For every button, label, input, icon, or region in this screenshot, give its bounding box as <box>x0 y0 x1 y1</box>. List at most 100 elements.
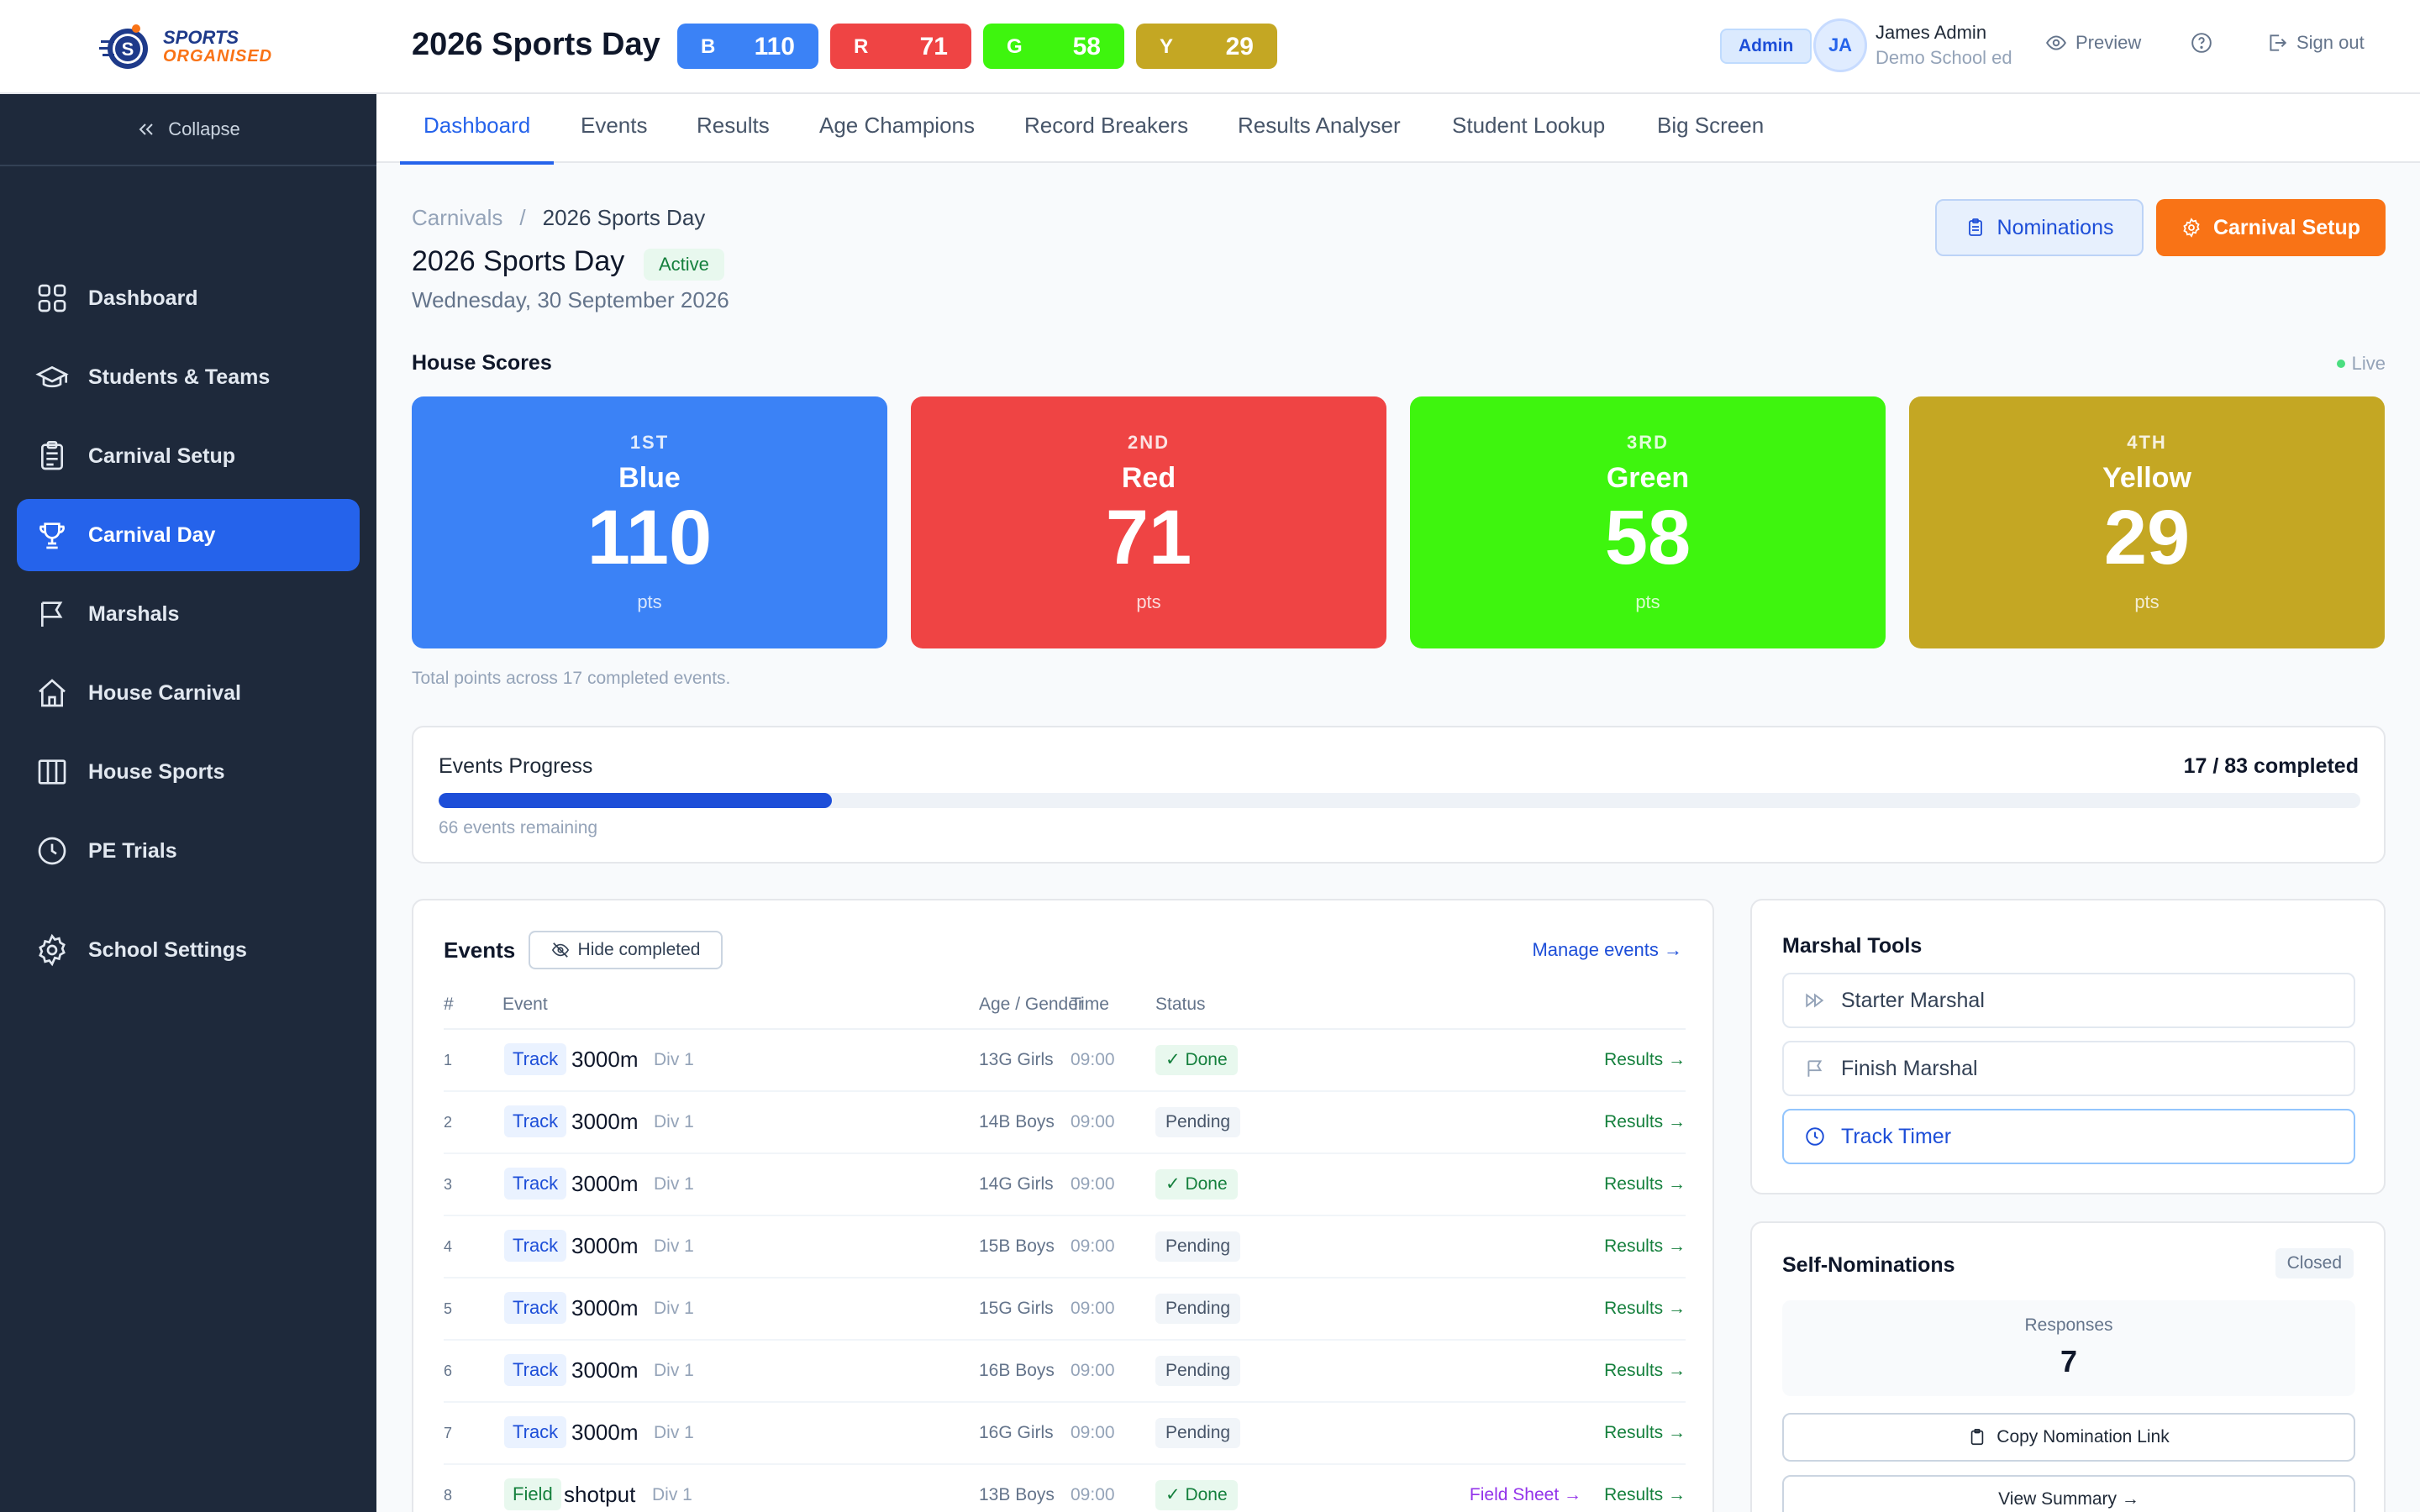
sign-out-link[interactable]: Sign out <box>2266 32 2365 54</box>
event-division: Div 1 <box>654 1299 694 1318</box>
view-summary-button[interactable]: View Summary → <box>1782 1475 2355 1512</box>
collapse-button[interactable]: Collapse <box>0 94 376 166</box>
event-age-gender: 15G Girls <box>979 1299 1054 1318</box>
score-card-blue: 1ST Blue 110 pts <box>412 396 887 648</box>
progress-count: 17 / 83 completed <box>2183 754 2359 778</box>
logo-mark-icon: S <box>99 24 148 69</box>
status-badge: Pending <box>1155 1294 1241 1324</box>
nominations-button[interactable]: Nominations <box>1935 199 2144 256</box>
tab-results-analyser[interactable]: Results Analyser <box>1238 113 1401 138</box>
starter-marshal-button[interactable]: Starter Marshal <box>1782 973 2355 1028</box>
results-link[interactable]: Results → <box>1604 1299 1686 1318</box>
sidebar-item-carnival-setup[interactable]: Carnival Setup <box>17 420 360 492</box>
track-timer-label: Track Timer <box>1841 1124 1952 1148</box>
results-link[interactable]: Results → <box>1604 1112 1686 1131</box>
results-link[interactable]: Results → <box>1604 1485 1686 1504</box>
sidebar-item-students-teams[interactable]: Students & Teams <box>17 341 360 413</box>
results-link[interactable]: Results → <box>1604 1236 1686 1256</box>
finish-marshal-button[interactable]: Finish Marshal <box>1782 1041 2355 1096</box>
sidebar-item-pe-trials[interactable]: PE Trials <box>17 815 360 887</box>
tab-big-screen[interactable]: Big Screen <box>1657 113 1765 138</box>
fast-forward-icon <box>1806 993 1824 1008</box>
event-name: 3000m <box>571 1295 639 1320</box>
hide-completed-button[interactable]: Hide completed <box>529 931 723 969</box>
results-link[interactable]: Results → <box>1604 1361 1686 1380</box>
events-progress-card: Events Progress 17 / 83 completed 66 eve… <box>412 726 2386 864</box>
tab-results[interactable]: Results <box>697 113 770 138</box>
breadcrumb: Carnivals / 2026 Sports Day <box>412 205 705 231</box>
house-pill-letter: B <box>701 35 716 58</box>
event-number: 1 <box>444 1052 453 1068</box>
progress-bar <box>439 793 2360 808</box>
results-link[interactable]: Results → <box>1604 1050 1686 1069</box>
sign-out-label: Sign out <box>2296 32 2365 53</box>
event-time: 09:00 <box>1071 1361 1115 1380</box>
event-number: 3 <box>444 1176 453 1193</box>
copy-nomination-link-button[interactable]: Copy Nomination Link <box>1782 1413 2355 1462</box>
collapse-label: Collapse <box>168 118 240 139</box>
page-date: Wednesday, 30 September 2026 <box>412 287 729 312</box>
sidebar-item-house-carnival[interactable]: House Carnival <box>17 657 360 729</box>
logo-text: SPORTS ORGANISED <box>163 29 272 66</box>
sidebar-item-label: House Sports <box>88 759 225 784</box>
help-button[interactable] <box>2191 32 2212 54</box>
score-points: 58 <box>1604 495 1691 580</box>
page-title: 2026 Sports Day <box>412 245 625 277</box>
event-time: 09:00 <box>1071 1299 1115 1318</box>
table-row: 2 Track 3000m Div 1 14B Boys 09:00 Pendi… <box>444 1092 1686 1154</box>
preview-link[interactable]: Preview <box>2045 32 2141 54</box>
carnival-setup-button[interactable]: Carnival Setup <box>2156 199 2386 256</box>
sidebar-item-marshals[interactable]: Marshals <box>17 578 360 650</box>
self-nominations-title: Self-Nominations <box>1782 1253 1955 1277</box>
breadcrumb-separator: / <box>519 205 526 230</box>
event-time: 09:00 <box>1071 1050 1115 1069</box>
col-header-event: Event <box>502 995 548 1014</box>
events-title: Events <box>444 937 516 963</box>
sidebar-item-dashboard[interactable]: Dashboard <box>17 262 360 334</box>
event-name: 3000m <box>571 1109 639 1134</box>
tab-age-champions[interactable]: Age Champions <box>819 113 975 138</box>
table-header-divider <box>444 1028 1686 1030</box>
marshal-tools-title: Marshal Tools <box>1782 934 1923 958</box>
field-sheet-link[interactable]: Field Sheet → <box>1469 1485 1581 1504</box>
avatar[interactable]: JA <box>1813 18 1867 72</box>
event-name: 3000m <box>571 1357 639 1383</box>
app-logo[interactable]: S SPORTS ORGANISED <box>99 20 276 74</box>
sidebar-item-label: School Settings <box>88 937 247 962</box>
score-rank: 3RD <box>1626 432 1669 453</box>
house-pill-value: 71 <box>919 33 948 60</box>
score-house-name: Blue <box>618 462 681 494</box>
sidebar-item-house-sports[interactable]: House Sports <box>17 736 360 808</box>
clipboard-icon <box>1971 1429 1984 1446</box>
preview-label: Preview <box>2075 32 2142 53</box>
results-link[interactable]: Results → <box>1604 1423 1686 1442</box>
col-header-status: Status <box>1155 995 1206 1014</box>
responses-count: 7 <box>2060 1344 2078 1378</box>
eye-icon <box>2046 35 2066 50</box>
event-time: 09:00 <box>1071 1423 1115 1442</box>
role-badge: Admin <box>1720 29 1812 64</box>
status-badge: Pending <box>1155 1107 1241 1137</box>
self-nominations-card: Self-Nominations Closed Responses 7 Copy… <box>1750 1221 2386 1512</box>
progress-title: Events Progress <box>439 754 593 778</box>
tab-record-breakers[interactable]: Record Breakers <box>1024 113 1189 138</box>
results-link[interactable]: Results → <box>1604 1174 1686 1194</box>
tab-student-lookup[interactable]: Student Lookup <box>1452 113 1606 138</box>
carnival-title: 2026 Sports Day <box>412 27 660 62</box>
event-name: 3000m <box>571 1233 639 1258</box>
score-rank: 4TH <box>2127 432 2167 453</box>
table-row: 4 Track 3000m Div 1 15B Boys 09:00 Pendi… <box>444 1216 1686 1278</box>
gear-icon <box>39 933 66 967</box>
breadcrumb-parent[interactable]: Carnivals <box>412 205 503 230</box>
manage-events-link[interactable]: Manage events → <box>1532 939 1682 960</box>
tab-dashboard[interactable]: Dashboard <box>399 113 555 165</box>
tab-events[interactable]: Events <box>581 113 648 138</box>
track-timer-button[interactable]: Track Timer <box>1782 1109 2355 1164</box>
house-pill-red: R 71 <box>830 24 971 69</box>
sidebar-item-carnival-day[interactable]: Carnival Day <box>17 499 360 571</box>
score-rank: 2ND <box>1127 432 1170 453</box>
clock-icon <box>1806 1127 1824 1146</box>
table-row: 5 Track 3000m Div 1 15G Girls 09:00 Pend… <box>444 1278 1686 1341</box>
sidebar-item-school-settings[interactable]: School Settings <box>17 914 360 986</box>
finish-marshal-label: Finish Marshal <box>1841 1056 1978 1080</box>
